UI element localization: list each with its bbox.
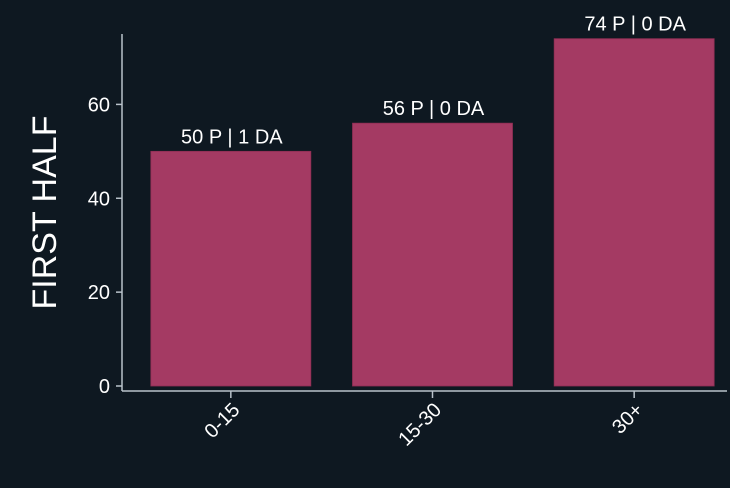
bar-0-15 xyxy=(150,150,312,387)
data-label-30+: 74 P | 0 DA xyxy=(584,14,686,36)
y-axis-ticks: 0 20 40 60 xyxy=(88,94,122,398)
plot-area xyxy=(121,34,727,392)
y-tick-label: 20 xyxy=(88,282,110,304)
y-tick-label: 40 xyxy=(88,188,110,210)
data-labels: 50 P | 1 DA 56 P | 0 DA 74 P | 0 DA xyxy=(181,14,687,149)
bar-30+ xyxy=(553,38,715,387)
y-axis-title: FIRST HALF xyxy=(26,116,64,310)
data-label-15-30: 56 P | 0 DA xyxy=(383,98,485,120)
bars xyxy=(150,38,715,387)
y-tick-label: 60 xyxy=(88,94,110,116)
bar-15-30 xyxy=(352,122,513,387)
y-tick-label: 0 xyxy=(99,376,110,398)
data-label-0-15: 50 P | 1 DA xyxy=(181,126,283,148)
